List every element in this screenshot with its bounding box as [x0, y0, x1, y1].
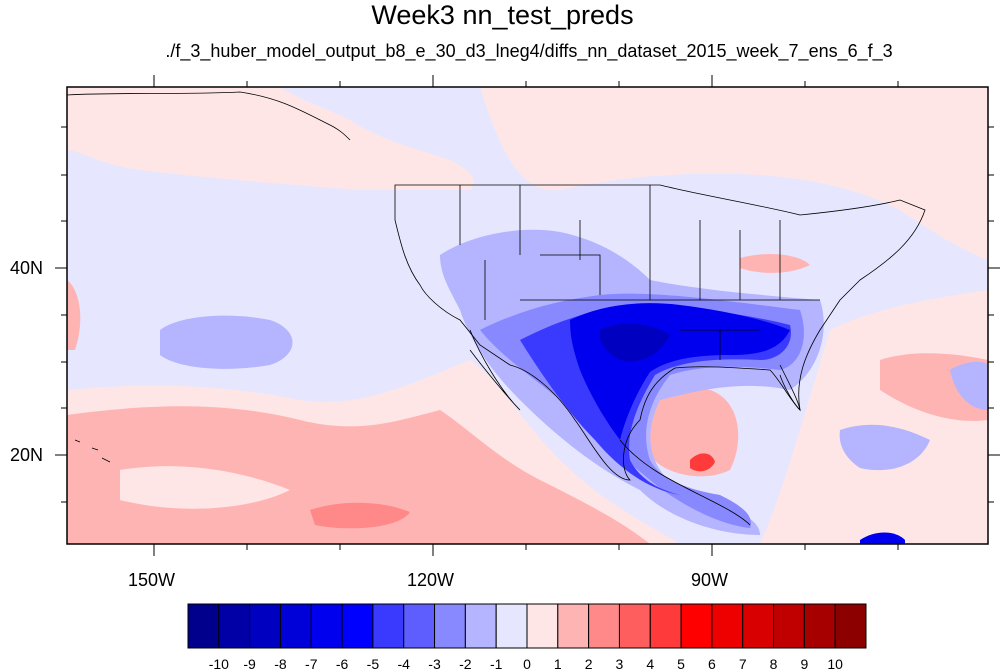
colorbar-swatch: [495, 603, 528, 649]
state-lines: [459, 185, 820, 360]
colorbar-swatch: [187, 603, 220, 649]
colorbar-swatch: [803, 603, 836, 649]
lon-label-150w: 150W: [128, 570, 176, 590]
lat-label-20n: 20N: [10, 445, 44, 465]
colorbar-tick-label: -3: [428, 656, 441, 672]
lat-label-40n: 40N: [10, 258, 44, 278]
alaska-coast: [66, 91, 351, 141]
lightblue-pacific-patch: [160, 315, 293, 369]
lon-label-120w: 120W: [407, 570, 455, 590]
colorbar-swatch: [649, 603, 682, 649]
colorbar-swatch: [834, 603, 867, 649]
colorbar-swatch: [526, 603, 559, 649]
colorbar-tick-label: -4: [397, 656, 410, 672]
salmon-pacific-patch: [310, 502, 410, 529]
hawaii-islands: [74, 439, 111, 463]
blue-southern-edge: [860, 532, 905, 544]
colorbar-tick-label: 9: [800, 656, 809, 672]
colorbar-tick-label: -1: [489, 656, 503, 672]
colorbar-swatch: [742, 603, 775, 649]
colorbar-swatch: [310, 603, 343, 649]
colorbar-tick-label: 1: [553, 656, 562, 672]
colorbar-tick-label: 0: [523, 656, 531, 672]
colorbar-swatch: [773, 603, 805, 649]
colorbar-swatch: [680, 603, 713, 649]
colorbar-tick-label: 8: [769, 656, 778, 672]
plot-subtitle: ./f_3_huber_model_output_b8_e_30_d3_lneg…: [165, 41, 893, 61]
colorbar-swatch: [341, 603, 374, 649]
colorbar-swatch: [588, 603, 620, 649]
pink-inner-pacific: [120, 466, 290, 509]
lon-label-90w: 90W: [691, 570, 729, 590]
darkblue-center: [599, 323, 670, 362]
colorbar-tick-label: -6: [335, 656, 349, 672]
pink-gulf: [638, 388, 739, 477]
colorbar-swatch: [434, 603, 466, 649]
colorbar-tick-label: 4: [646, 656, 655, 672]
colorbar-swatch: [403, 603, 436, 649]
colorbar-swatch: [249, 603, 281, 649]
pink-west-coast-strip: [67, 280, 81, 350]
colorbar-tick-label: -8: [274, 656, 287, 672]
colorbar-tick-label: -10: [208, 656, 229, 672]
axis-ticks: [55, 75, 1000, 556]
colorbar-tick-label: -7: [305, 656, 318, 672]
boundaries: [66, 91, 926, 526]
us-outline: [394, 184, 926, 481]
colorbar-swatch: [218, 603, 251, 649]
colorbar-tick-label: 5: [677, 656, 685, 672]
plot-title: Week3 nn_test_preds: [371, 0, 634, 30]
florida-outline: [779, 364, 801, 412]
colorbar-tick-label: 2: [584, 656, 593, 672]
colorbar-tick-label: 7: [738, 656, 747, 672]
pink-band-southern-pacific: [67, 406, 650, 544]
contour-field: [67, 87, 988, 544]
lightblue-east-atlantic: [950, 361, 988, 410]
colorbar: [187, 603, 867, 649]
colorbar-tick-label: 10: [827, 656, 843, 672]
colorbar-swatch: [711, 603, 744, 649]
baja-outline: [469, 329, 521, 411]
colorbar-tick-label: -9: [243, 656, 256, 672]
colorbar-tick-label: 3: [615, 656, 624, 672]
colorbar-swatch: [372, 603, 405, 649]
colorbar-tick-label: -5: [366, 656, 380, 672]
red-caribbean-spot: [690, 453, 715, 472]
colorbar-tick-label: -2: [459, 656, 472, 672]
pink-region-north-pacific: [67, 87, 474, 190]
pink-region-canada: [480, 87, 988, 260]
colorbar-tick-label: 6: [708, 656, 716, 672]
pink-northeast: [740, 254, 810, 273]
colorbar-swatch: [279, 603, 312, 649]
colorbar-swatch: [557, 603, 590, 649]
colorbar-swatch: [464, 603, 497, 649]
central-america-outline: [619, 439, 751, 526]
lightblue-south-atlantic: [839, 424, 930, 471]
colorbar-swatch: [618, 603, 651, 649]
